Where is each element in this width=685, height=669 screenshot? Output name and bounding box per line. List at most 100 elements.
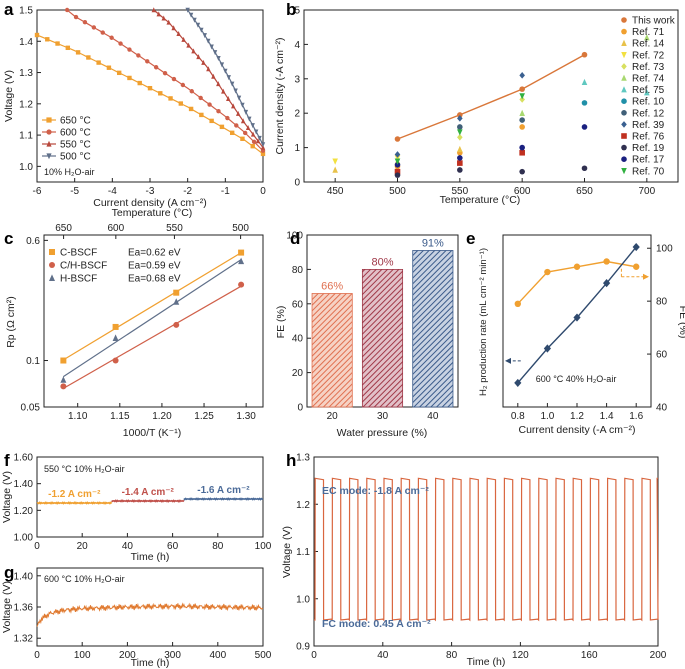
legend-label-c: H-BSCF: [60, 274, 97, 285]
data-point-a: [219, 62, 225, 68]
data-point-a: [55, 41, 60, 46]
data-point-a: [178, 101, 184, 106]
data-point-b: [519, 93, 525, 100]
legend-marker-a: [46, 117, 52, 123]
segment-line-f: [111, 499, 185, 503]
data-point-a: [162, 70, 168, 76]
data-point-b: [519, 168, 525, 175]
fe-point-e: [514, 300, 521, 307]
fe-point-e: [573, 263, 581, 270]
data-point-a: [253, 129, 259, 135]
data-point-a: [147, 85, 153, 91]
ylabel-f: Voltage (V): [1, 471, 13, 523]
data-point-a: [234, 123, 239, 128]
data-point-c: [112, 334, 119, 341]
axis-ticks-f: 0 20 40 60 80 100 1.00 1.20 1.40 1.60: [14, 453, 272, 553]
c-toptick-label: 500: [232, 223, 249, 234]
panel-label-h: h: [286, 451, 296, 470]
data-point-b: [519, 117, 525, 123]
data-point-a: [206, 38, 211, 44]
e-xtick-label: 1.2: [570, 411, 584, 422]
data-point-a: [212, 50, 218, 56]
legend-label-b: Ref. 74: [632, 74, 665, 85]
data-point-c: [60, 357, 67, 364]
rate-point-e: [632, 242, 640, 252]
f-ytick-label: 1.20: [14, 506, 34, 517]
series-line-a-1: [66, 9, 264, 152]
legend-marker-b: [621, 28, 627, 35]
data-point-c: [60, 383, 67, 390]
plot-area-a: [34, 7, 266, 157]
b-xtick-label: 500: [389, 186, 406, 197]
data-point-b: [394, 151, 401, 158]
fit-line-c: [63, 285, 242, 389]
d-xtick-label: 30: [377, 411, 389, 422]
a-xtick-label: -3: [146, 186, 155, 197]
h-xtick-label: 160: [581, 650, 598, 661]
data-point-a: [156, 11, 161, 17]
fe-point-e: [633, 263, 640, 270]
ylabel-e: H₂ production rate (mL cm⁻² min⁻¹): [478, 248, 489, 396]
data-point-b: [519, 86, 525, 92]
g-xtick-label: 100: [74, 650, 91, 661]
data-point-a: [191, 48, 196, 54]
data-point-b: [457, 155, 463, 161]
data-point-a: [201, 59, 206, 65]
data-point-a: [188, 12, 194, 18]
data-point-a: [255, 138, 261, 144]
data-point-a: [226, 75, 231, 81]
data-point-c: [238, 257, 245, 265]
legend-label-b: Ref. 17: [632, 155, 665, 166]
data-point-a: [206, 66, 211, 72]
data-label-d: 80%: [371, 256, 393, 268]
h-xtick-label: 40: [377, 650, 389, 661]
e-ytick-label: 100: [656, 244, 673, 255]
data-point-a: [260, 151, 266, 157]
data-point-c: [238, 281, 245, 288]
g-xtick-label: 300: [164, 650, 181, 661]
data-point-b: [332, 166, 338, 173]
b-ytick-label: 3: [294, 74, 300, 85]
data-point-b: [581, 165, 588, 172]
f-ytick-label: 1.60: [14, 453, 34, 464]
data-point-b: [457, 115, 463, 122]
data-point-a: [202, 33, 207, 39]
toplabel-c: Temperature (°C): [112, 207, 193, 219]
b-xtick-label: 450: [327, 186, 344, 197]
panel-f: f 0 20 40 60 80 100 1.00 1.20 1.40 1.60 -1.2 A cm…: [1, 451, 272, 563]
e-ytick-label: 40: [656, 403, 668, 414]
a-ytick-label: 1.5: [19, 6, 33, 17]
data-point-c: [173, 289, 180, 296]
data-point-a: [231, 103, 236, 109]
f-xtick-label: 80: [212, 541, 224, 552]
annotation-top-h: EC mode: -1.8 A cm⁻²: [322, 485, 429, 497]
data-point-a: [195, 22, 201, 28]
b-xtick-label: 550: [451, 186, 468, 197]
a-ytick-label: 1.4: [19, 37, 33, 48]
data-point-b: [394, 155, 401, 162]
data-point-b: [519, 149, 525, 156]
h-ytick-label: 1.3: [296, 453, 310, 464]
data-point-a: [116, 70, 122, 76]
legend-label-b: Ref. 73: [632, 62, 665, 73]
data-point-b: [581, 78, 588, 86]
legend-ea-c: Ea=0.59 eV: [128, 261, 181, 272]
legend-marker-b: [621, 110, 627, 116]
b-ytick-label: 4: [294, 40, 300, 51]
legend-marker-a: [46, 140, 52, 147]
data-point-a: [127, 47, 132, 52]
panel-c: c 1.10 1.15 1.20 1.25 1.30 0.05 0.1 0.6 650 600 55…: [4, 207, 264, 439]
ylabel-a: Voltage (V): [3, 70, 15, 122]
legend-label-a: 500 °C: [60, 152, 91, 163]
h-xtick-label: 200: [650, 650, 667, 661]
c-xtick-label: 1.15: [110, 411, 130, 422]
c-xtick-label: 1.30: [236, 411, 256, 422]
d-ytick-label: 40: [292, 334, 304, 345]
data-point-a: [240, 102, 245, 108]
data-point-a: [199, 112, 204, 118]
data-point-a: [229, 130, 235, 136]
data-point-a: [86, 55, 91, 60]
f-xtick-label: 60: [167, 541, 179, 552]
